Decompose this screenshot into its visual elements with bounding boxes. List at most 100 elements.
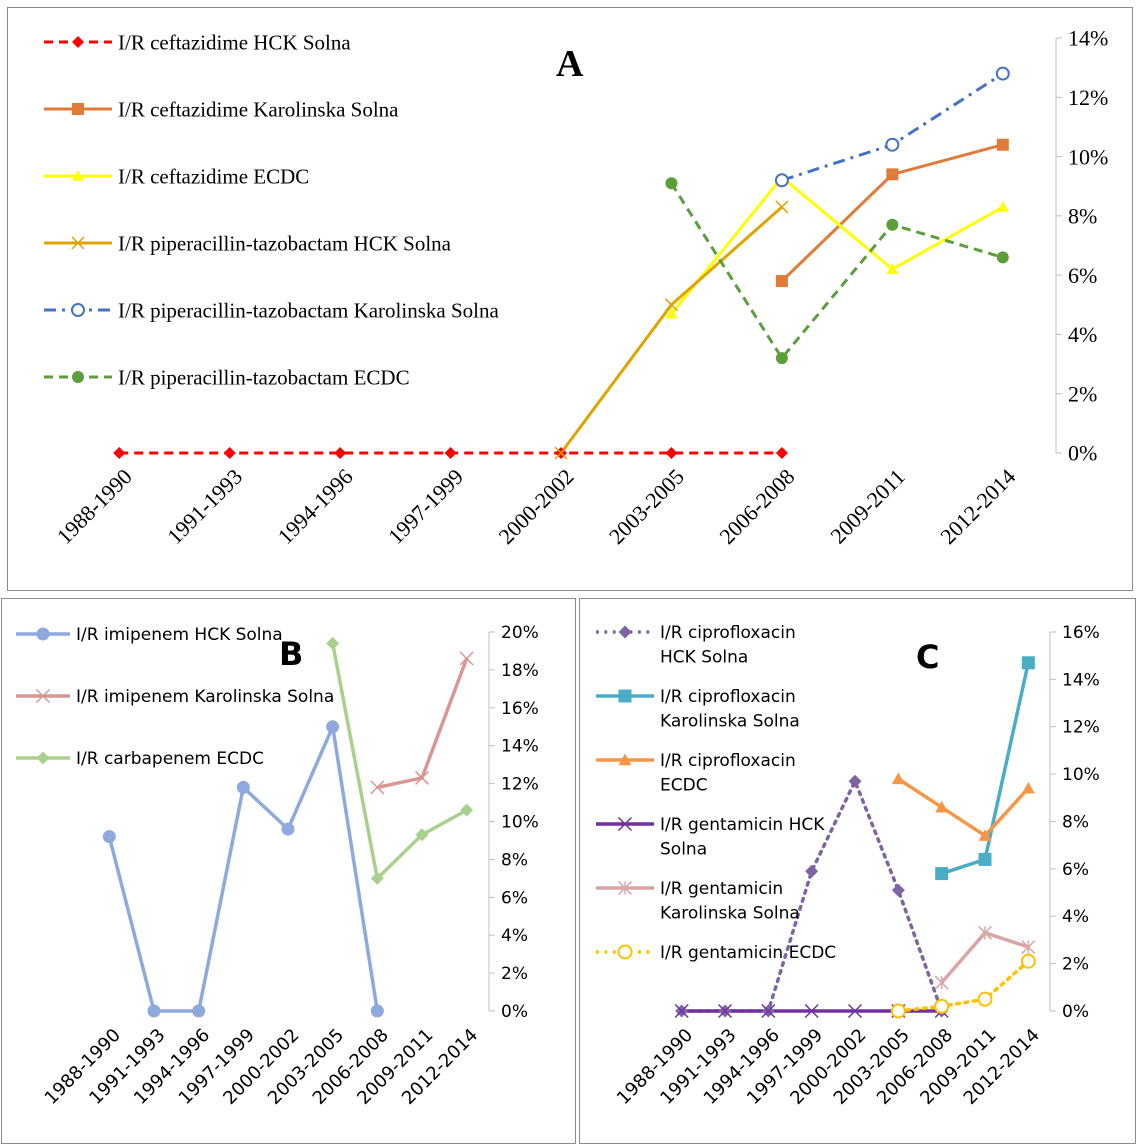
chart-a: A 0% 2% 4% 6% 8% 10% 12% 14% 1988-1990 1991-1993 19… xyxy=(44,26,1108,549)
y-tick-label: 12% xyxy=(501,775,539,795)
legend-label: I/R gentamicin ECDC xyxy=(660,943,836,963)
data-point xyxy=(847,1003,863,1019)
legend-marker xyxy=(71,303,85,317)
legend-entry: I/R gentamicin Karolinska Solna xyxy=(596,879,800,924)
data-point xyxy=(1020,953,1036,969)
legend-entry: I/R ceftazidime ECDC xyxy=(44,164,309,188)
data-point xyxy=(674,1003,689,1019)
y-tick-label: 14% xyxy=(1062,670,1100,690)
series-markers-i-r-imipenem-hck-solna xyxy=(102,720,384,1018)
data-point xyxy=(775,447,788,459)
data-point xyxy=(775,352,788,365)
data-point xyxy=(804,1003,819,1019)
legend-marker xyxy=(35,688,51,704)
data-point xyxy=(891,883,905,897)
series-line-i-r-gentamicin-ecdc xyxy=(896,959,1031,1013)
legend-marker xyxy=(72,36,84,48)
y-tick-label: 18% xyxy=(501,661,539,681)
x-tick-label: 1997-1999 xyxy=(383,464,468,549)
data-point xyxy=(459,651,474,666)
legend-label: I/R ceftazidime Karolinska Solna xyxy=(118,97,399,121)
legend-label: I/R imipenem HCK Solna xyxy=(76,625,283,645)
data-point xyxy=(665,177,678,190)
legend-marker xyxy=(617,944,633,960)
panel-b: B 0% 2% 4% 6% 8% 10% 12% 14% 16% 18% 20% 1988-1990 19… xyxy=(1,598,576,1144)
legend-entry: I/R piperacillin-tazobactam HCK Solna xyxy=(44,231,452,255)
data-point xyxy=(995,66,1010,81)
data-point xyxy=(996,138,1009,151)
data-point xyxy=(890,1003,906,1019)
series-markers-i-r-gentamicin-karolinska-solna xyxy=(934,925,1036,990)
y-tick-label: 6% xyxy=(501,888,528,908)
series-markers-i-r-ciprofloxacin-ecdc xyxy=(891,772,1035,841)
data-point xyxy=(978,852,992,866)
x-tick-label: 2009-2011 xyxy=(825,464,910,549)
series-markers-i-r-piperacillin-tazobactam-karolinska-solna xyxy=(774,66,1010,188)
data-point xyxy=(236,780,250,794)
data-point xyxy=(886,218,899,231)
data-point xyxy=(113,447,126,459)
legend-marker xyxy=(618,689,632,703)
y-tick-label: 14% xyxy=(1068,26,1108,51)
y-tick-label: 6% xyxy=(1062,860,1089,880)
data-point xyxy=(664,298,678,312)
series-markers-i-r-piperacillin-tazobactam-hck-solna xyxy=(554,200,789,460)
legend-marker xyxy=(72,371,84,383)
data-point xyxy=(102,830,116,844)
legend-marker xyxy=(71,236,85,250)
legend-entry: I/R piperacillin-tazobactam ECDC xyxy=(44,365,410,389)
data-point xyxy=(147,1004,161,1018)
legend-label: I/R piperacillin-tazobactam ECDC xyxy=(118,365,410,389)
series-line-i-r-imipenem-karolinska-solna xyxy=(376,657,469,790)
panel-label: C xyxy=(916,638,939,676)
data-point xyxy=(1021,656,1035,670)
legend-entry: I/R ceftazidime Karolinska Solna xyxy=(44,97,399,121)
data-point xyxy=(414,770,430,785)
series-line-i-r-piperacillin-tazobactam-ecdc xyxy=(670,182,1004,360)
series-line-i-r-piperacillin-tazobactam-karolinska-solna xyxy=(781,72,1004,182)
legend-marker xyxy=(617,816,633,832)
x-tick-label: 2006-2008 xyxy=(714,464,799,549)
y-tick-label: 10% xyxy=(501,812,539,832)
data-point xyxy=(935,800,949,813)
data-point xyxy=(934,975,949,990)
series-markers-i-r-gentamicin-ecdc xyxy=(890,953,1036,1019)
data-point xyxy=(805,864,819,878)
y-tick-label: 10% xyxy=(1062,765,1100,785)
data-point xyxy=(460,803,474,817)
y-tick-label: 0% xyxy=(501,1002,528,1022)
data-point xyxy=(326,720,340,734)
data-point xyxy=(885,137,900,152)
legend-marker xyxy=(618,625,632,639)
panel-c: C 0% 2% 4% 6% 8% 10% 12% 14% 16% 1988-1990 1991-199… xyxy=(579,598,1136,1144)
data-point xyxy=(891,772,905,785)
legend-label: I/R piperacillin-tazobactam Karolinska S… xyxy=(118,298,499,322)
panel-a: A 0% 2% 4% 6% 8% 10% 12% 14% 1988-1990 1991-1993 19… xyxy=(7,7,1133,591)
data-point xyxy=(978,829,992,841)
y-tick-label: 2% xyxy=(1068,381,1097,406)
legend-label: I/R ciprofloxacin HCK Solna xyxy=(660,623,796,668)
x-tick-label: 2000-2002 xyxy=(493,464,578,549)
legend-entry: I/R gentamicin HCK Solna xyxy=(596,815,825,860)
y-tick-label: 8% xyxy=(1062,812,1089,832)
data-point xyxy=(665,307,678,319)
data-point xyxy=(996,251,1009,264)
x-tick-label: 1994-1996 xyxy=(273,464,358,549)
series-line-i-r-carbapenem-ecdc xyxy=(330,643,468,881)
y-tick-label: 20% xyxy=(501,623,539,643)
chart-b: B0%2%4%6%8%10%12%14%16%18%20%1988-199019… xyxy=(16,623,539,1109)
y-tick-label: 2% xyxy=(501,964,528,984)
legend-label: I/R ciprofloxacin Karolinska Solna xyxy=(660,687,800,732)
x-tick-label: 2003-2005 xyxy=(604,464,689,549)
data-point xyxy=(370,780,385,795)
series-markers-i-r-piperacillin-tazobactam-ecdc xyxy=(665,177,1009,365)
legend-marker xyxy=(36,627,50,641)
series-markers-i-r-ceftazidime-karolinska-solna xyxy=(775,138,1009,288)
legend-marker xyxy=(72,170,84,181)
data-point xyxy=(1021,940,1036,955)
legend-entry: I/R ciprofloxacin ECDC xyxy=(596,751,796,796)
legend-marker xyxy=(72,103,84,115)
data-point xyxy=(848,774,862,788)
y-tick-label: 0% xyxy=(1062,1002,1089,1022)
y-tick-label: 4% xyxy=(1068,322,1097,347)
